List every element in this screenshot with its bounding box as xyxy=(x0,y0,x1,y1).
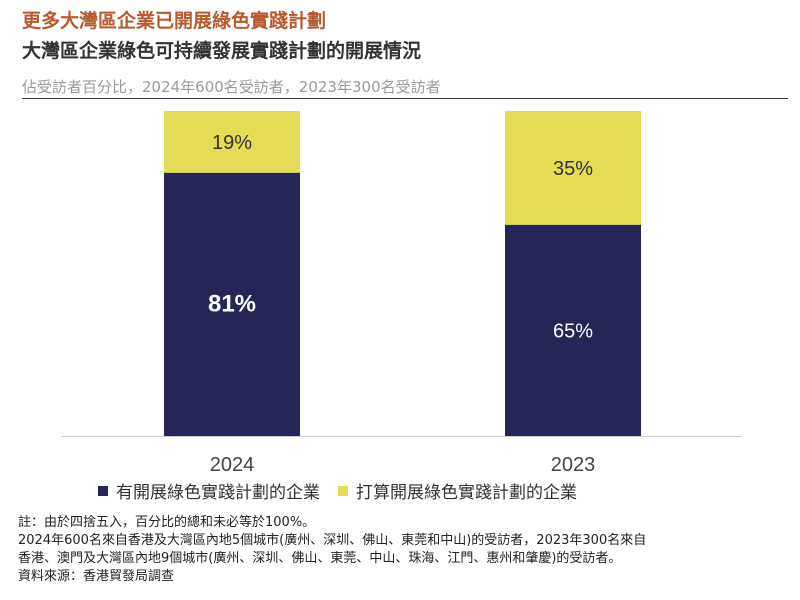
footnote-sample-2024: 2024年600名來自香港及大灣區內地5個城市(廣州、深圳、佛山、東莞和中山)的… xyxy=(18,533,647,548)
data-label-2024-series-1: 19% xyxy=(212,132,252,154)
data-label-2024-series-0: 81% xyxy=(208,290,256,317)
legend-swatch-planning xyxy=(338,485,348,496)
data-label-2023-series-0: 65% xyxy=(553,320,593,342)
header-divider xyxy=(22,98,788,99)
bar-2024-series-1 xyxy=(164,111,300,173)
chart-subtitle: 大灣區企業綠色可持續發展實踐計劃的開展情況 xyxy=(22,40,422,62)
stacked-bar-chart: 81% 19% 2024 65% 35% 2023 xyxy=(62,111,742,476)
footnotes: 註：由於四捨五入，百分比的總和未必等於100%。 2024年600名來自香港及大… xyxy=(18,514,793,586)
bar-2024-series-0 xyxy=(164,172,300,436)
legend-item-implemented: 有開展綠色實踐計劃的企業 xyxy=(98,478,320,503)
data-label-2023-series-1: 35% xyxy=(553,158,593,180)
footnote-rounding: 註：由於四捨五入，百分比的總和未必等於100%。 xyxy=(18,515,316,530)
legend-label-implemented: 有開展綠色實踐計劃的企業 xyxy=(116,483,320,503)
legend-label-planning: 打算開展綠色實踐計劃的企業 xyxy=(356,483,577,503)
x-tick-label-2024: 2024 xyxy=(210,454,255,476)
footnote-sample-2023: 香港、澳門及大灣區內地9個城市(廣州、深圳、佛山、東莞、中山、珠海、江門、惠州和… xyxy=(18,551,622,566)
bar-2023-series-1 xyxy=(505,111,641,225)
chart-legend: 有開展綠色實踐計劃的企業 打算開展綠色實踐計劃的企業 xyxy=(98,478,577,503)
footnote-source: 資料來源：香港貿發局調查 xyxy=(18,569,175,584)
bar-2023-series-0 xyxy=(505,224,641,436)
legend-swatch-implemented xyxy=(98,485,108,496)
chart-title: 更多大灣區企業已開展綠色實踐計劃 xyxy=(22,10,327,32)
legend-item-planning: 打算開展綠色實踐計劃的企業 xyxy=(338,478,577,503)
chart-caption: 佔受訪者百分比，2024年600名受訪者，2023年300名受訪者 xyxy=(22,78,441,96)
x-tick-label-2023: 2023 xyxy=(551,454,596,476)
